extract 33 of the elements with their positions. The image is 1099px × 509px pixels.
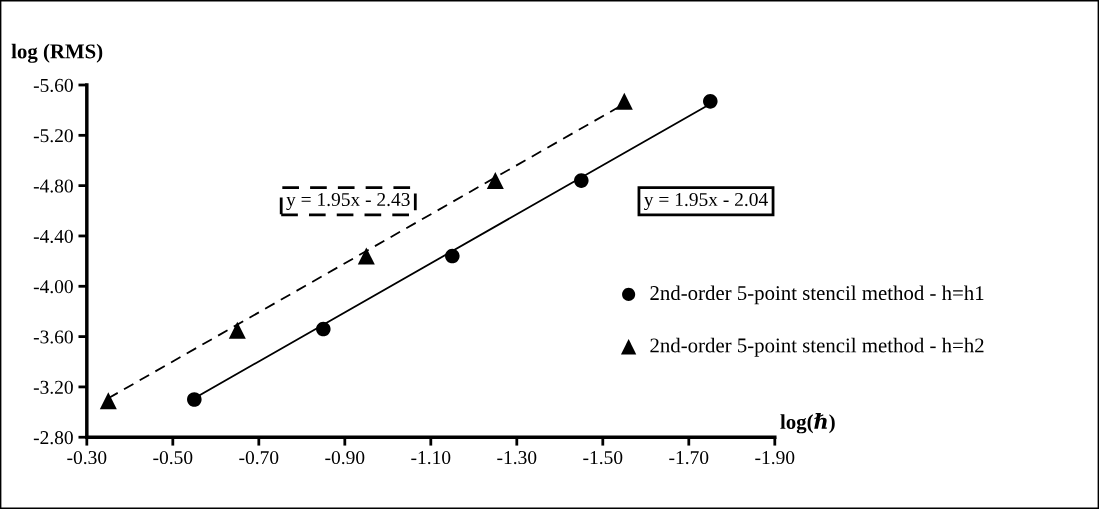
y-tick-label: -2.80 (33, 431, 73, 445)
point (187, 392, 202, 407)
y-tick-label: -4.80 (33, 179, 73, 193)
annotation: y = 1.95x - 2.43 (286, 192, 410, 211)
legend-label: 2nd-order 5-point stencil method - h=h2 (650, 337, 984, 357)
y-tick-label: -3.20 (33, 380, 73, 394)
x-tick-label: -1.90 (755, 450, 795, 465)
x-tick-label: -0.70 (239, 450, 279, 465)
point (615, 92, 633, 110)
point (228, 321, 246, 339)
y-tick-label: -3.60 (33, 330, 73, 344)
point (316, 321, 331, 337)
x-tick-label: -1.10 (411, 450, 451, 465)
x-tick-label: -1.70 (669, 450, 709, 465)
x-tick-label: -0.30 (67, 450, 107, 465)
y-tick-label: -5.20 (33, 129, 73, 143)
x-axis-title: log(ℏ) (780, 412, 835, 434)
legend-label: 2nd-order 5-point stencil method - h=h1 (650, 285, 984, 305)
point (357, 247, 375, 265)
x-tick-label: -1.50 (583, 450, 623, 465)
point (445, 248, 460, 264)
annotation: y = 1.95x - 2.04 (644, 192, 768, 211)
point (99, 392, 117, 410)
y-tick-label: -4.40 (33, 229, 73, 243)
x-tick-label: -0.50 (153, 450, 193, 465)
x-tick-label: -1.30 (497, 450, 537, 465)
point (703, 94, 718, 109)
y-axis-title: log (RMS) (11, 43, 103, 63)
y-tick-label: -5.60 (33, 78, 73, 93)
y-tick-label: -4.00 (33, 280, 73, 294)
point (486, 172, 504, 190)
point (574, 173, 589, 188)
x-tick-label: -0.90 (325, 450, 365, 465)
